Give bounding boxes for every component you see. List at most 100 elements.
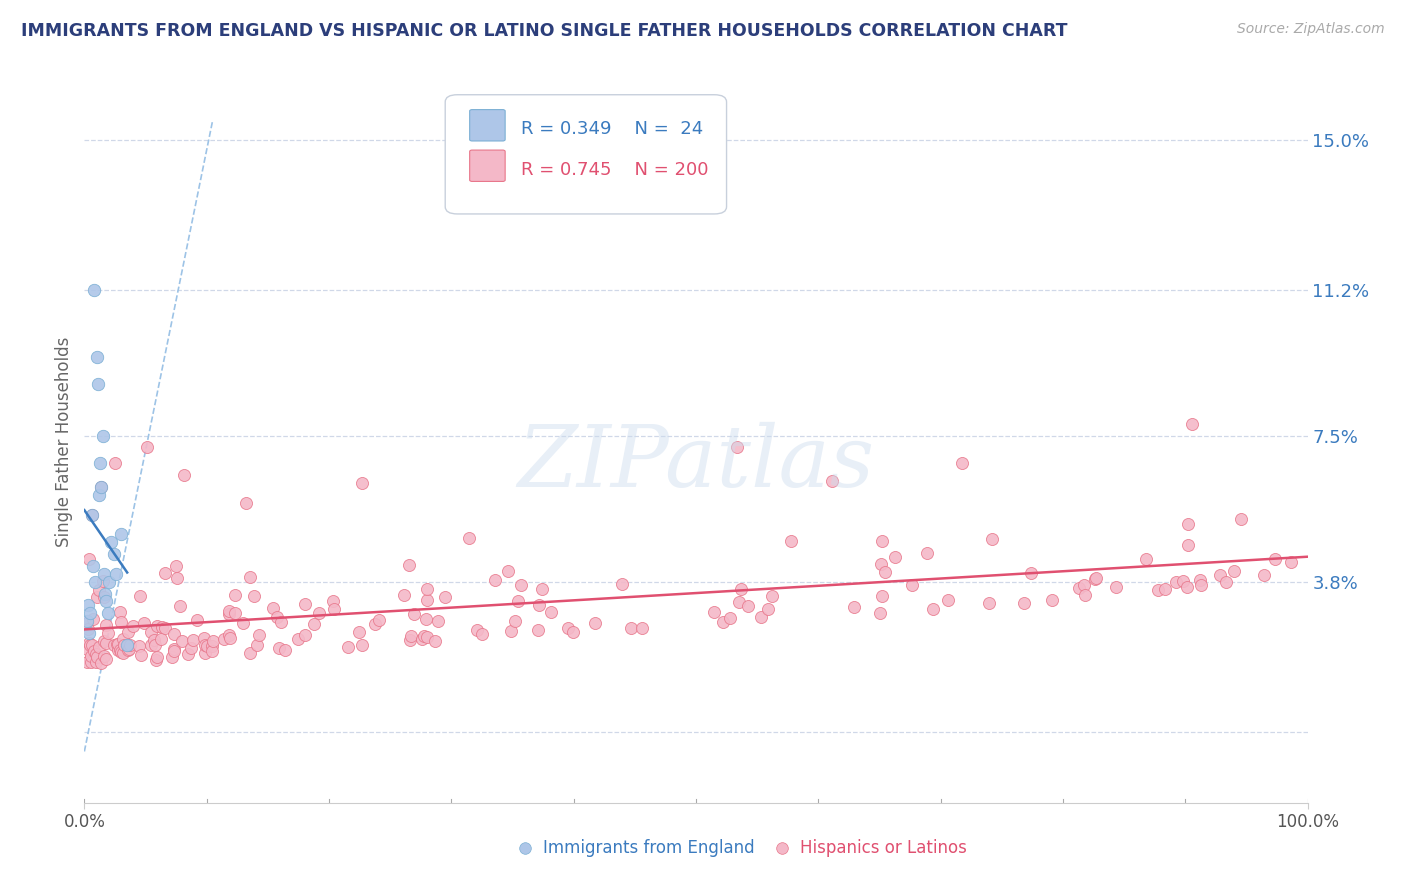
Point bbox=[83, 643, 105, 657]
Point bbox=[163, 627, 186, 641]
Point bbox=[80, 508, 103, 522]
Point bbox=[247, 628, 270, 642]
Point bbox=[884, 549, 907, 564]
Point bbox=[149, 632, 172, 647]
Point bbox=[82, 558, 104, 573]
Point bbox=[118, 642, 141, 657]
Point bbox=[471, 627, 494, 641]
Point bbox=[93, 634, 115, 648]
Point bbox=[219, 631, 242, 645]
Point bbox=[1040, 593, 1063, 607]
Point bbox=[530, 582, 553, 597]
Point bbox=[952, 456, 974, 470]
Point bbox=[108, 642, 131, 657]
Point bbox=[105, 637, 128, 651]
Point bbox=[1073, 578, 1095, 592]
Point bbox=[110, 645, 132, 659]
Point bbox=[218, 607, 240, 621]
Point bbox=[737, 599, 759, 614]
Point bbox=[458, 531, 481, 545]
Point bbox=[527, 624, 550, 638]
Point bbox=[76, 655, 98, 669]
Point bbox=[76, 614, 98, 628]
Point bbox=[979, 596, 1001, 610]
Point bbox=[194, 638, 217, 652]
Point bbox=[1154, 582, 1177, 596]
Point bbox=[82, 612, 104, 626]
Point bbox=[612, 577, 634, 591]
Point bbox=[337, 640, 360, 655]
Point bbox=[76, 622, 98, 636]
Point bbox=[1084, 572, 1107, 586]
Point bbox=[404, 607, 426, 621]
Point bbox=[779, 533, 801, 548]
Point bbox=[557, 621, 579, 635]
Point bbox=[352, 475, 374, 490]
Point bbox=[725, 441, 748, 455]
Point bbox=[193, 632, 215, 646]
Point bbox=[96, 594, 118, 608]
Point bbox=[308, 607, 330, 621]
Point bbox=[96, 618, 118, 632]
Point bbox=[103, 547, 125, 561]
Point bbox=[1175, 580, 1198, 594]
Point bbox=[498, 564, 520, 578]
Point bbox=[1073, 587, 1095, 601]
Point bbox=[870, 533, 893, 548]
Point bbox=[232, 616, 254, 631]
Point bbox=[80, 655, 103, 669]
Point bbox=[107, 642, 129, 657]
Point bbox=[76, 615, 98, 630]
Point bbox=[294, 597, 316, 611]
Point bbox=[730, 582, 752, 597]
Point bbox=[711, 615, 734, 629]
Y-axis label: Single Father Households: Single Father Households bbox=[55, 336, 73, 547]
Point bbox=[111, 632, 134, 646]
Point bbox=[465, 624, 488, 638]
Point bbox=[80, 648, 103, 663]
Point bbox=[529, 598, 551, 612]
Point bbox=[1171, 574, 1194, 588]
Point bbox=[411, 632, 433, 646]
Point bbox=[77, 552, 100, 566]
Text: Immigrants from England: Immigrants from England bbox=[543, 838, 755, 856]
Point bbox=[347, 624, 370, 639]
Point bbox=[80, 638, 103, 652]
Point bbox=[86, 650, 108, 665]
Point bbox=[510, 578, 533, 592]
Point bbox=[94, 586, 117, 600]
Point bbox=[153, 621, 176, 635]
Point bbox=[112, 639, 135, 653]
Point bbox=[186, 613, 208, 627]
Point bbox=[267, 640, 290, 655]
Point bbox=[202, 634, 225, 648]
Point bbox=[121, 619, 143, 633]
Point bbox=[398, 558, 420, 572]
Point bbox=[364, 617, 387, 632]
Point bbox=[110, 615, 132, 629]
Point bbox=[1279, 555, 1302, 569]
Point bbox=[869, 606, 891, 620]
Point bbox=[1209, 567, 1232, 582]
Point bbox=[508, 594, 530, 608]
Point bbox=[1253, 568, 1275, 582]
Point bbox=[1135, 552, 1157, 566]
Text: IMMIGRANTS FROM ENGLAND VS HISPANIC OR LATINO SINGLE FATHER HOUSEHOLDS CORRELATI: IMMIGRANTS FROM ENGLAND VS HISPANIC OR L… bbox=[21, 22, 1067, 40]
Point bbox=[117, 642, 139, 657]
Point bbox=[262, 601, 284, 615]
Point bbox=[91, 574, 114, 588]
Point bbox=[129, 648, 152, 663]
Text: R = 0.349    N =  24: R = 0.349 N = 24 bbox=[522, 120, 703, 138]
Point bbox=[938, 593, 960, 607]
Point bbox=[77, 599, 100, 613]
Point bbox=[93, 566, 115, 581]
Point bbox=[83, 283, 105, 297]
Point bbox=[434, 591, 457, 605]
Point bbox=[139, 638, 162, 652]
Point bbox=[142, 632, 165, 647]
Point bbox=[761, 589, 783, 603]
Point bbox=[162, 641, 184, 656]
Point bbox=[117, 625, 139, 640]
Point bbox=[1181, 417, 1204, 431]
Point bbox=[302, 617, 325, 632]
